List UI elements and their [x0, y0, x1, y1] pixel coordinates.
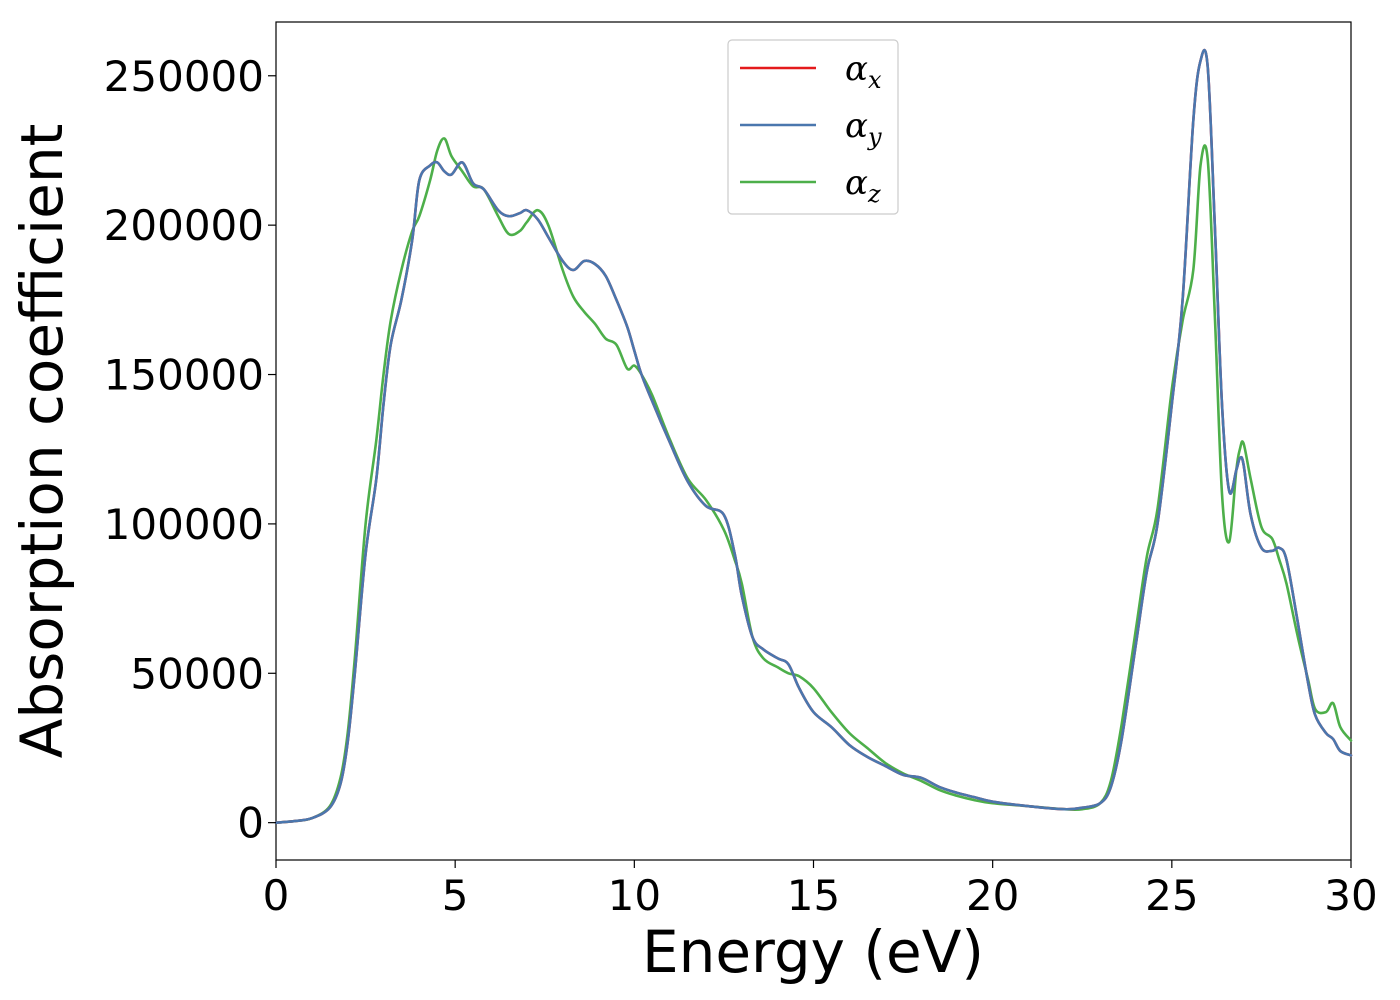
x-axis-title: Energy (eV)	[642, 918, 984, 986]
y-tick-label: 50000	[130, 649, 264, 698]
y-tick-label: 0	[237, 799, 264, 848]
x-tick-label: 5	[442, 871, 469, 920]
legend-symbol: α	[845, 106, 868, 146]
series-line-z-z	[274, 137, 1353, 824]
legend-label: αy	[845, 106, 882, 151]
x-tick-label: 10	[608, 871, 661, 920]
y-axis-title: Absorption coefficient	[8, 124, 76, 759]
y-tick-label: 200000	[104, 201, 264, 250]
x-tick-label: 25	[1145, 871, 1198, 920]
legend-box	[727, 39, 899, 215]
legend-label: αx	[845, 49, 882, 94]
legend-subscript: y	[867, 123, 882, 151]
series-layer	[274, 48, 1353, 824]
x-ticks: 0 5 10 15 20 25 30	[263, 860, 1378, 920]
y-tick-label: 250000	[104, 52, 264, 101]
legend-label: αz	[845, 163, 881, 208]
legend-symbol: α	[845, 49, 868, 89]
x-tick-label: 0	[263, 871, 290, 920]
y-ticks: 0 50000 100000 150000 200000 250000	[104, 52, 276, 848]
x-tick-label: 30	[1324, 871, 1377, 920]
y-tick-label: 100000	[104, 500, 264, 549]
x-tick-label: 20	[966, 871, 1019, 920]
x-tick-label: 15	[787, 871, 840, 920]
series-line-y-y	[274, 48, 1353, 824]
legend-subscript: z	[867, 180, 881, 208]
legend-symbol: α	[845, 163, 868, 203]
y-tick-label: 150000	[104, 351, 264, 400]
legend-subscript: x	[868, 66, 882, 94]
